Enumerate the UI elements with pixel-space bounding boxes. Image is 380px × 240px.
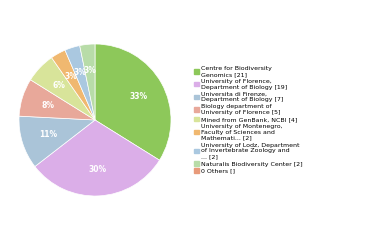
Text: 3%: 3% <box>74 68 87 77</box>
Wedge shape <box>35 120 160 196</box>
Text: 30%: 30% <box>89 165 106 174</box>
Wedge shape <box>19 116 95 167</box>
Text: 3%: 3% <box>65 72 78 81</box>
Text: 3%: 3% <box>84 66 97 75</box>
Wedge shape <box>19 80 95 120</box>
Wedge shape <box>30 58 95 120</box>
Wedge shape <box>95 44 171 160</box>
Text: 11%: 11% <box>39 130 57 139</box>
Wedge shape <box>80 44 95 120</box>
Legend: Centre for Biodiversity
Genomics [21], University of Florence,
Department of Bio: Centre for Biodiversity Genomics [21], U… <box>193 65 304 175</box>
Wedge shape <box>65 46 95 120</box>
Text: 6%: 6% <box>53 81 66 90</box>
Wedge shape <box>52 50 95 120</box>
Text: 8%: 8% <box>41 101 54 110</box>
Text: 33%: 33% <box>129 91 147 101</box>
